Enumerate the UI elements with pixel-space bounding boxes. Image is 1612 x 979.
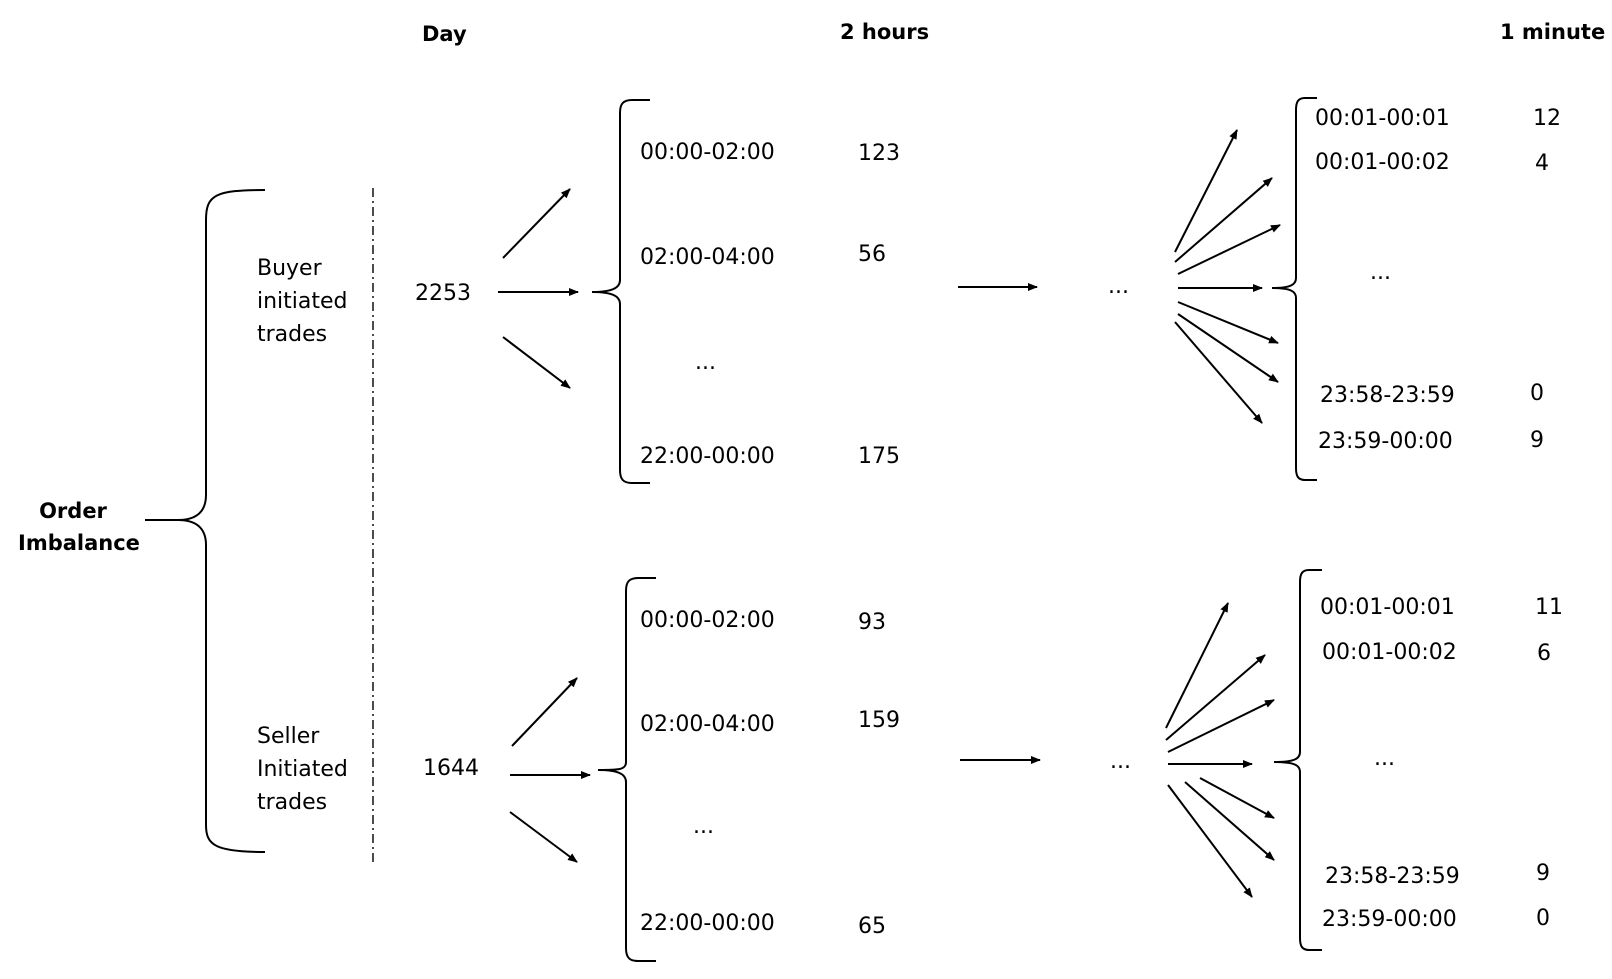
seller-2h-value-2: 159 xyxy=(858,708,900,733)
fan-seller-1 xyxy=(1165,602,1229,729)
root-label-line-1: Order xyxy=(39,499,107,523)
fan-seller-6 xyxy=(1184,781,1275,861)
seller-1m-ellipsis: ... xyxy=(1374,746,1395,771)
buyer-minute-brace xyxy=(1271,97,1317,481)
buyer-1m-ellipsis: ... xyxy=(1370,260,1391,285)
seller-mid-ellipsis: ... xyxy=(1110,749,1131,774)
seller-2h-range-2: 02:00-04:00 xyxy=(640,712,775,737)
seller-1m-range-1: 00:01-00:01 xyxy=(1320,595,1455,620)
buyer-2h-range-3: 22:00-00:00 xyxy=(640,444,775,469)
buyer-1m-range-2: 00:01-00:02 xyxy=(1315,150,1450,175)
buyer-label-line-1: Buyer xyxy=(257,256,322,281)
seller-1m-value-2: 6 xyxy=(1537,641,1551,666)
root-label: Order Imbalance xyxy=(18,496,140,559)
seller-label-line-2: Initiated xyxy=(257,757,348,782)
fan-seller-5 xyxy=(1199,777,1275,819)
buyer-2h-range-1: 00:00-02:00 xyxy=(640,140,775,165)
seller-2h-ellipsis: ... xyxy=(693,814,714,839)
buyer-day-value: 2253 xyxy=(415,281,471,306)
buyer-2h-value-1: 123 xyxy=(858,141,900,166)
seller-2h-value-3: 65 xyxy=(858,914,886,939)
fan-buyer-1 xyxy=(1174,129,1238,253)
root-brace xyxy=(177,189,266,853)
header-day: Day xyxy=(422,22,467,46)
header-one-minute: 1 minute xyxy=(1500,20,1606,44)
seller-1m-value-4: 0 xyxy=(1536,906,1550,931)
buyer-1m-value-2: 4 xyxy=(1535,151,1549,176)
seller-2h-range-1: 00:00-02:00 xyxy=(640,608,775,633)
arrow-buyer-up xyxy=(502,188,571,259)
seller-label: Seller Initiated trades xyxy=(257,720,348,819)
buyer-1m-range-4: 23:59-00:00 xyxy=(1318,429,1453,454)
buyer-mid-ellipsis: ... xyxy=(1108,274,1129,299)
buyer-2h-value-2: 56 xyxy=(858,242,886,267)
buyer-1m-value-4: 9 xyxy=(1530,428,1544,453)
arrow-seller-down xyxy=(509,811,578,863)
seller-1m-range-2: 00:01-00:02 xyxy=(1322,640,1457,665)
buyer-label-line-2: initiated xyxy=(257,289,348,314)
buyer-2h-ellipsis: ... xyxy=(695,350,716,375)
fan-seller-3 xyxy=(1167,699,1275,753)
buyer-2h-brace xyxy=(591,99,650,484)
seller-label-line-3: trades xyxy=(257,790,328,815)
buyer-label: Buyer initiated trades xyxy=(257,252,348,351)
fan-buyer-5 xyxy=(1177,301,1279,344)
seller-1m-value-3: 9 xyxy=(1536,861,1550,886)
fan-buyer-3 xyxy=(1177,224,1281,275)
seller-minute-brace xyxy=(1273,569,1322,951)
header-two-hours: 2 hours xyxy=(840,20,930,44)
fan-seller-7 xyxy=(1167,784,1253,898)
arrow-seller-up xyxy=(511,677,578,747)
seller-1m-value-1: 11 xyxy=(1535,595,1563,620)
seller-1m-range-4: 23:59-00:00 xyxy=(1322,907,1457,932)
root-label-line-2: Imbalance xyxy=(18,530,140,555)
seller-day-value: 1644 xyxy=(423,756,479,781)
seller-2h-range-3: 22:00-00:00 xyxy=(640,911,775,936)
buyer-label-line-3: trades xyxy=(257,322,328,347)
buyer-1m-range-3: 23:58-23:59 xyxy=(1320,383,1455,408)
seller-1m-range-3: 23:58-23:59 xyxy=(1325,864,1460,889)
fan-buyer-2 xyxy=(1174,177,1273,263)
buyer-1m-value-3: 0 xyxy=(1530,381,1544,406)
buyer-1m-value-1: 12 xyxy=(1533,106,1561,131)
seller-label-line-1: Seller xyxy=(257,724,320,749)
arrow-buyer-down xyxy=(502,336,571,389)
buyer-2h-range-2: 02:00-04:00 xyxy=(640,245,775,270)
fan-buyer-7 xyxy=(1174,321,1263,424)
seller-2h-value-1: 93 xyxy=(858,610,886,635)
fan-buyer-6 xyxy=(1177,313,1279,383)
buyer-2h-value-3: 175 xyxy=(858,444,900,469)
fan-seller-2 xyxy=(1165,654,1266,741)
buyer-1m-range-1: 00:01-00:01 xyxy=(1315,106,1450,131)
seller-2h-brace xyxy=(597,577,656,962)
